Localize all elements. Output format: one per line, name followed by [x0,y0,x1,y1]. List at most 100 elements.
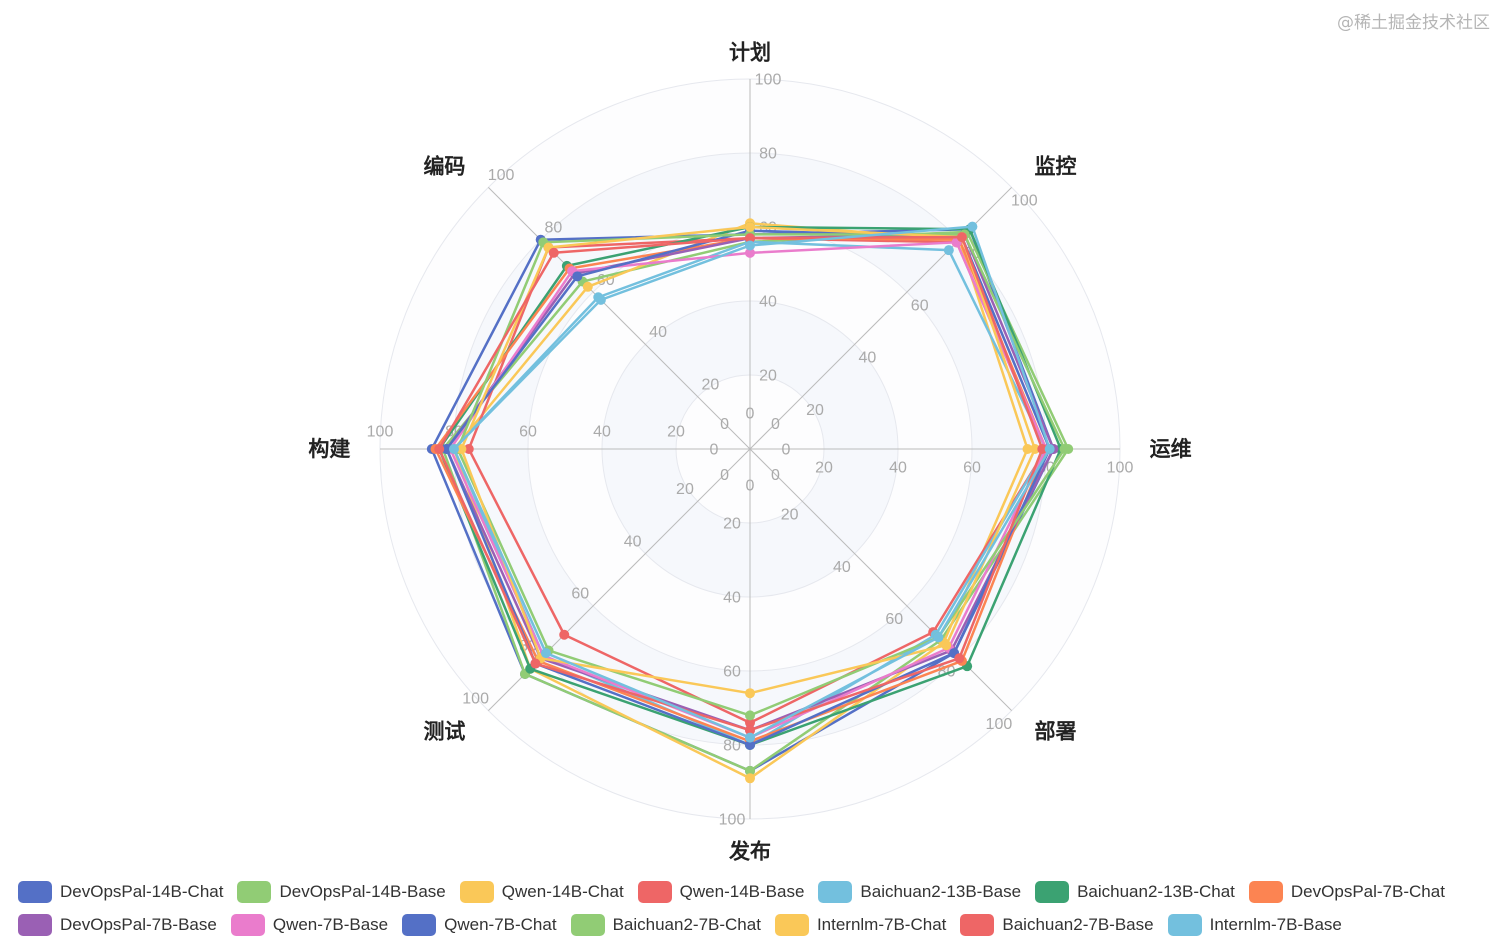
axis-tick-label: 100 [755,72,782,89]
legend-item[interactable]: Internlm-7B-Chat [774,914,947,936]
data-point [745,233,755,244]
axis-tick-label: 0 [771,467,780,484]
data-point [548,247,559,258]
axis-tick-label: 20 [667,424,685,441]
legend-swatch [1167,914,1202,936]
indicator-label: 构建 [308,437,350,461]
indicator-label: 监控 [1035,154,1077,178]
data-point [954,653,965,664]
legend-label: Baichuan2-13B-Chat [1077,882,1235,901]
data-point [441,444,452,454]
legend-swatch [1035,881,1070,903]
indicator-label: 发布 [728,840,771,864]
data-point [463,444,474,454]
axis-tick-label: 20 [723,516,741,533]
axis-tick-label: 0 [746,478,755,495]
axis-tick-label: 100 [1107,460,1134,477]
data-point [745,688,755,699]
axis-tick-label: 100 [1011,193,1038,210]
axis-tick-label: 80 [723,738,741,755]
data-point [1029,444,1040,454]
axis-tick-label: 40 [593,424,611,441]
data-point [745,717,755,728]
data-point [456,444,467,454]
axis-tick-label: 80 [545,219,563,236]
legend-item[interactable]: Qwen-14B-Chat [459,881,624,903]
legend-item[interactable]: Qwen-14B-Base [637,881,804,903]
legend-swatch [570,914,605,936]
legend-item[interactable]: DevOpsPal-7B-Base [18,914,217,936]
data-point [559,629,570,640]
legend-label: Qwen-14B-Chat [501,882,624,901]
axis-tick-label: 100 [986,716,1013,733]
data-point [434,444,445,454]
legend-label: Internlm-7B-Base [1209,915,1342,934]
legend-item[interactable]: Baichuan2-7B-Base [960,914,1154,936]
legend-swatch [960,914,995,936]
axis-tick-label: 20 [676,481,694,498]
axis-tick-label: 60 [723,664,741,681]
data-point [745,725,755,736]
legend-item[interactable]: DevOpsPal-14B-Chat [18,881,223,903]
data-point [745,732,755,743]
legend-item[interactable]: Qwen-7B-Base [230,914,389,936]
series-Baichuan2-7B-Base [434,232,1048,736]
legend-swatch [402,914,437,936]
axis-tick-label: 100 [367,424,394,441]
data-point [933,632,944,643]
legend-item[interactable]: Internlm-7B-Base [1167,914,1342,936]
data-point [572,271,583,282]
indicator-label: 部署 [1035,720,1077,744]
axis-tick-label: 40 [889,460,907,477]
axis-tick-label: 60 [571,586,589,603]
axis-tick-label: 60 [885,611,903,628]
data-point [745,247,755,258]
axis-tick-label: 60 [911,297,929,314]
axis-tick-label: 40 [833,559,851,576]
data-point [745,765,755,776]
legend-row-1: DevOpsPal-14B-Chat DevOpsPal-14B-Base Qwen… [18,881,1498,903]
axis-tick-label: 60 [963,460,981,477]
legend-item[interactable]: Baichuan2-7B-Chat [570,914,761,936]
axis-tick-label: 0 [720,467,729,484]
legend-item[interactable]: Baichuan2-13B-Chat [1035,881,1235,903]
legend-swatch [774,914,809,936]
legend-item[interactable]: Qwen-7B-Chat [402,914,557,936]
axis-tick-label: 0 [720,416,729,433]
axis-tick-label: 40 [759,294,777,311]
legend-label: Qwen-7B-Base [272,915,389,934]
radar-chart: 0 20 40 60 80 100 计划 0 20 40 60 80 100 监控 0 20 40 60 80 100… [308,41,1192,864]
legend-item[interactable]: Baichuan2-13B-Base [818,881,1021,903]
series-Internlm-7B-Base [449,221,1055,743]
axis-tick-label: 20 [759,368,777,385]
axis-tick-label: 20 [806,402,824,419]
axis-tick-label: 100 [719,812,746,829]
data-point [582,281,593,292]
data-point [1059,444,1070,454]
legend-item[interactable]: DevOpsPal-14B-Base [237,881,446,903]
axis-tick-label: 40 [624,533,642,550]
data-point [745,240,755,251]
data-point [967,221,978,232]
legend-swatch [237,881,272,903]
legend-swatch [818,881,853,903]
legend-item[interactable]: DevOpsPal-7B-Chat [1248,881,1445,903]
legend-swatch [18,914,52,936]
axis-tick-label: 20 [702,376,720,393]
data-point [943,245,954,256]
indicator-label: 计划 [729,41,771,64]
legend-label: Qwen-7B-Chat [444,915,557,934]
data-point [745,740,755,750]
legend-row-2: DevOpsPal-7B-Base Qwen-7B-Base Qwen-7B-Cha… [18,914,1498,936]
legend-swatch [459,881,494,903]
legend-label: Internlm-7B-Chat [816,915,947,934]
data-point [745,222,755,232]
data-point [595,294,606,305]
data-point [1022,444,1033,454]
data-point [956,232,967,243]
indicator-label: 运维 [1150,437,1192,461]
axis-tick-label: 80 [759,146,777,163]
legend-swatch [230,914,265,936]
legend-swatch [18,881,52,903]
data-point [1044,444,1055,454]
